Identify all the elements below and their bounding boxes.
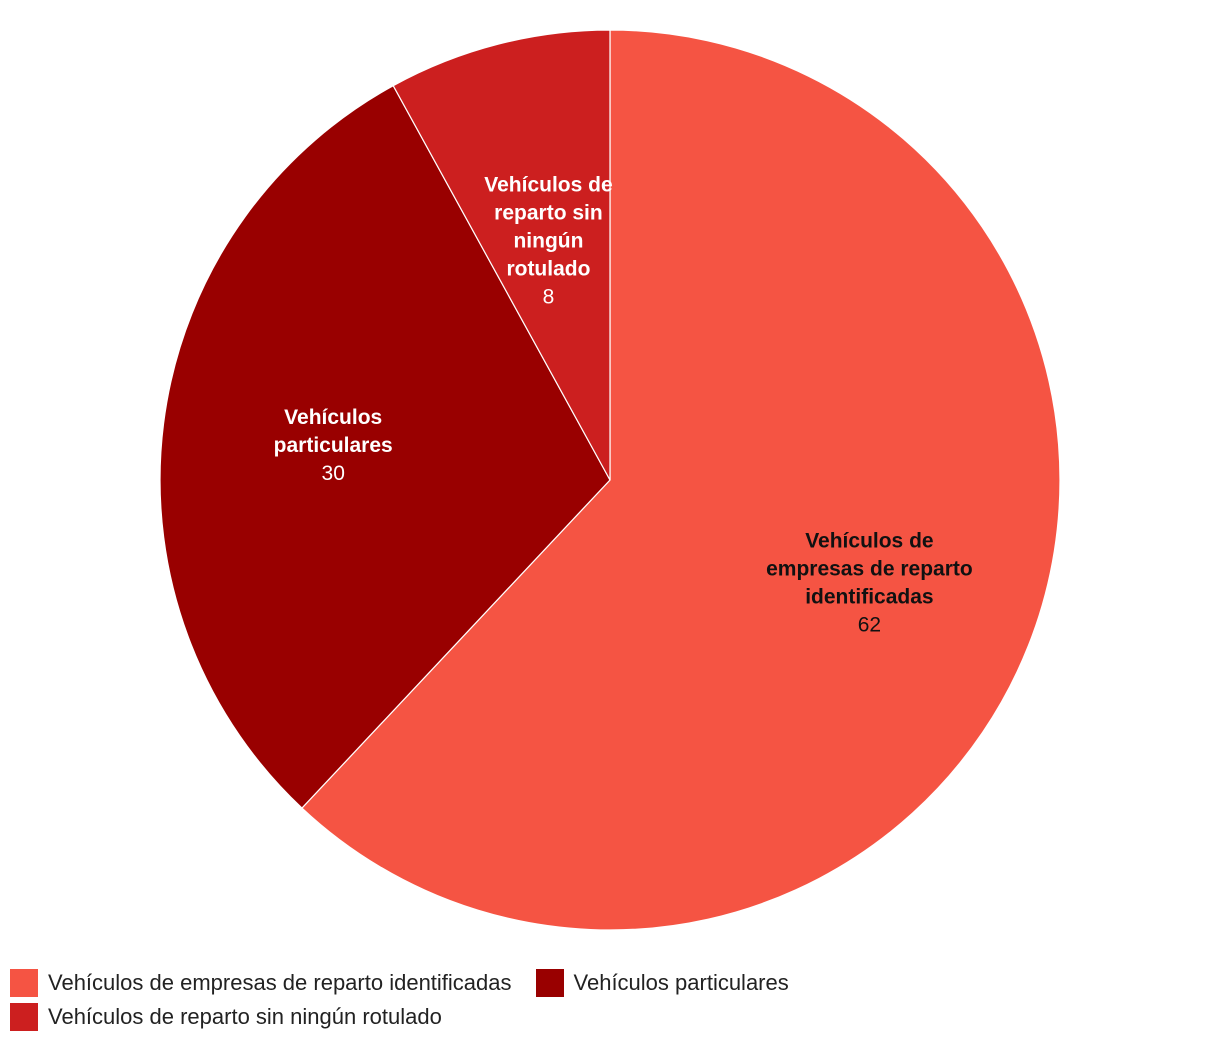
pie-slice-3 bbox=[392, 29, 611, 481]
legend-swatch bbox=[535, 969, 564, 997]
legend-label: Vehículos particulares bbox=[573, 970, 789, 995]
slice-name-label: rotulado bbox=[506, 257, 590, 280]
legend-item-3: Vehículos de reparto sin ningún rotulado bbox=[10, 1002, 442, 1032]
slice-name-label: Vehículos de bbox=[484, 173, 612, 196]
legend-swatch bbox=[10, 1003, 38, 1031]
slice-name-label: ningún bbox=[513, 229, 583, 252]
slice-label-1: Vehículos de empresas de reparto identific… bbox=[766, 530, 973, 637]
legend: Vehículos de empresas de reparto identif… bbox=[10, 968, 890, 1032]
slice-name-label: empresas de reparto bbox=[766, 558, 973, 581]
slice-name-label: reparto sin bbox=[494, 201, 603, 224]
slice-label-2: Vehículos particulares 30 bbox=[274, 406, 393, 485]
slice-value-label: 62 bbox=[858, 614, 881, 637]
pie-chart: Vehículos de empresas de reparto identific… bbox=[159, 29, 1061, 931]
slice-name-label: Vehículos de bbox=[805, 530, 933, 553]
pie-slices bbox=[159, 29, 1061, 931]
legend-item-2: Vehículos particulares bbox=[535, 968, 789, 998]
slice-name-label: particulares bbox=[274, 434, 393, 457]
slice-value-label: 8 bbox=[543, 285, 555, 308]
slice-name-label: Vehículos bbox=[284, 406, 382, 429]
pie-labels: Vehículos de empresas de reparto identific… bbox=[274, 173, 973, 636]
slice-value-label: 30 bbox=[322, 462, 345, 485]
pie-slice-1 bbox=[301, 29, 1061, 931]
legend-swatch bbox=[10, 969, 38, 997]
legend-item-1: Vehículos de empresas de reparto identif… bbox=[10, 968, 512, 998]
legend-label: Vehículos de reparto sin ningún rotulado bbox=[48, 1004, 442, 1029]
slice-label-3: Vehículos de reparto sin ningún rotulado 8 bbox=[484, 173, 612, 308]
legend-label: Vehículos de empresas de reparto identif… bbox=[48, 970, 512, 995]
pie-slice-2 bbox=[159, 84, 611, 809]
slice-name-label: identificadas bbox=[805, 586, 933, 609]
